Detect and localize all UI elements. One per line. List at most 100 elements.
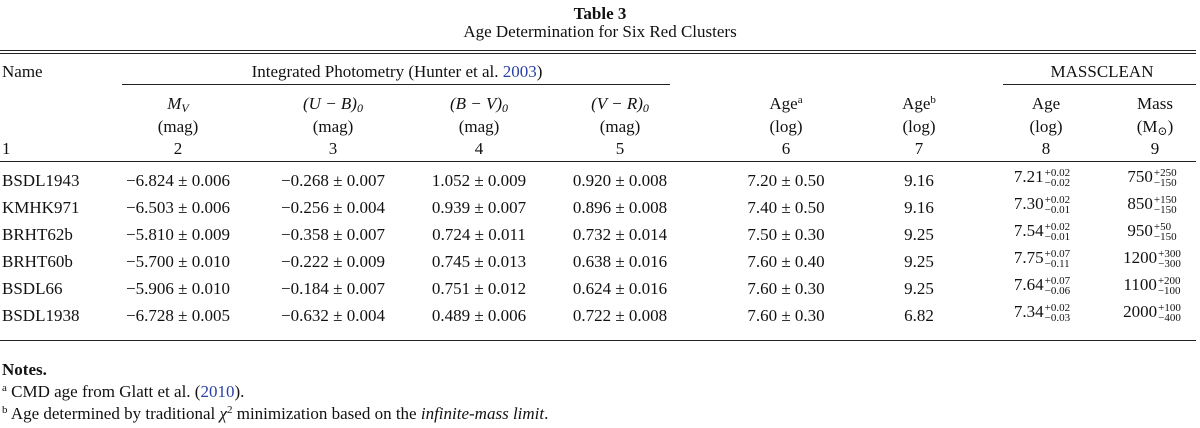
mass-value-lower-error: −150 (1153, 177, 1177, 190)
mass-value: 750 +250 −150 (1127, 167, 1177, 190)
col6-header: Agea (769, 94, 803, 113)
ub-value: −0.184 ± 0.007 (281, 279, 385, 298)
age8-value-upper-error: +0.07 (1044, 275, 1071, 288)
col2-header: MV (167, 94, 189, 115)
ub-value: −0.222 ± 0.009 (281, 252, 385, 271)
col3-num: 3 (328, 139, 338, 158)
note-a: a CMD age from Glatt et al. (2010). (2, 382, 245, 401)
hunter-citation-link[interactable]: 2003 (502, 62, 537, 81)
mv-value: −5.906 ± 0.010 (126, 279, 230, 298)
bv-value: 0.939 ± 0.007 (431, 198, 527, 217)
bv-value: 1.052 ± 0.009 (431, 171, 527, 190)
mass-value: 950 +50 −150 (1127, 221, 1177, 244)
bv-value: 0.724 ± 0.011 (432, 225, 526, 244)
col9-unit: (M⊙) (1136, 117, 1174, 138)
age-b-value: 9.16 (904, 171, 934, 190)
bv-value: 0.745 ± 0.013 (431, 252, 527, 271)
age8-value: 7.54 +0.02 −0.01 (1013, 221, 1070, 243)
age8-value-central: 7.54 (1013, 221, 1044, 240)
col7-unit: (log) (902, 117, 936, 136)
col5-unit: (mag) (599, 117, 641, 136)
mass-value: 1100 +200 −100 (1123, 275, 1181, 298)
col8-unit: (log) (1029, 117, 1063, 136)
vr-value: 0.896 ± 0.008 (572, 198, 668, 217)
col4-unit: (mag) (458, 117, 500, 136)
underline-massclean (1003, 84, 1196, 85)
group-header-photometry: Integrated Photometry (Hunter et al. 200… (252, 62, 543, 82)
vr-value: 0.920 ± 0.008 (572, 171, 668, 190)
ub-value: −0.632 ± 0.004 (281, 306, 385, 325)
cluster-name: BRHT60b (2, 252, 73, 271)
glatt-citation-link[interactable]: 2010 (200, 382, 235, 401)
bv-value: 0.489 ± 0.006 (431, 306, 527, 325)
cluster-name: BSDL66 (2, 279, 63, 298)
age8-value-lower-error: −0.02 (1044, 177, 1071, 190)
cluster-name: KMHK971 (2, 198, 80, 217)
note-b: b Age determined by traditional χ2 minim… (2, 404, 549, 423)
col8-header: Age (1031, 94, 1061, 113)
col3-header: (U − B)0 (303, 94, 363, 115)
mass-value-lower-error: −100 (1157, 285, 1181, 298)
mv-value: −5.810 ± 0.009 (126, 225, 230, 244)
mass-value-central: 1200 (1123, 248, 1158, 267)
mass-value-upper-error: +200 (1157, 275, 1181, 288)
age-a-value: 7.50 ± 0.30 (747, 225, 825, 244)
col3-unit: (mag) (312, 117, 354, 136)
col2-unit: (mag) (157, 117, 199, 136)
age8-value-central: 7.30 (1013, 194, 1044, 213)
mass-value-lower-error: −150 (1153, 204, 1177, 217)
col4-num: 4 (474, 139, 484, 158)
age8-value-lower-error: −0.03 (1044, 312, 1071, 325)
vr-value: 0.624 ± 0.016 (572, 279, 668, 298)
mass-value-lower-error: −150 (1153, 231, 1177, 244)
mass-value-upper-error: +250 (1153, 167, 1177, 180)
age8-value-lower-error: −0.11 (1044, 258, 1070, 271)
age-b-value: 6.82 (904, 306, 934, 325)
age-b-value: 9.25 (904, 225, 934, 244)
ub-value: −0.358 ± 0.007 (281, 225, 385, 244)
col4-header: (B − V)0 (449, 94, 509, 115)
mass-value-upper-error: +50 (1153, 221, 1172, 234)
mass-value: 1200 +300 −300 (1123, 248, 1181, 271)
mass-value-upper-error: +150 (1153, 194, 1177, 207)
age-b-value: 9.16 (904, 198, 934, 217)
mass-value-central: 850 (1127, 194, 1153, 213)
mv-value: −5.700 ± 0.010 (126, 252, 230, 271)
age-a-value: 7.60 ± 0.30 (747, 279, 825, 298)
mass-value: 850 +150 −150 (1127, 194, 1177, 217)
age-b-value: 9.25 (904, 252, 934, 271)
col8-num: 8 (1041, 139, 1051, 158)
age8-value-upper-error: +0.02 (1044, 167, 1071, 180)
age8-value-upper-error: +0.02 (1044, 194, 1071, 207)
col-name-header: Name (2, 62, 43, 81)
bv-value: 0.751 ± 0.012 (431, 279, 527, 298)
bottom-rule (0, 340, 1196, 341)
col5-num: 5 (615, 139, 625, 158)
age8-value-central: 7.75 (1013, 248, 1044, 267)
age8-value-central: 7.64 (1013, 275, 1044, 294)
top-double-rule (0, 50, 1196, 54)
age8-value-upper-error: +0.07 (1044, 248, 1071, 261)
col2-num: 2 (173, 139, 183, 158)
table-subtitle: Age Determination for Six Red Clusters (463, 22, 737, 41)
group-header-photometry-suffix: ) (536, 62, 543, 81)
mass-value-lower-error: −400 (1158, 312, 1181, 325)
age-a-value: 7.60 ± 0.40 (747, 252, 825, 271)
ub-value: −0.256 ± 0.004 (281, 198, 385, 217)
header-rule (0, 161, 1196, 162)
mv-value: −6.728 ± 0.005 (126, 306, 230, 325)
age8-value-lower-error: −0.06 (1044, 285, 1071, 298)
mass-value-central: 750 (1127, 167, 1153, 186)
age8-value: 7.34 +0.02 −0.03 (1013, 302, 1071, 325)
col6-unit: (log) (769, 117, 803, 136)
age8-value-central: 7.34 (1013, 302, 1044, 321)
mass-value-lower-error: −300 (1158, 258, 1181, 271)
age-a-value: 7.60 ± 0.30 (747, 306, 825, 325)
group-header-massclean: MASSCLEAN (1050, 62, 1154, 81)
cluster-name: BSDL1943 (2, 171, 80, 190)
age8-value: 7.64 +0.07 −0.06 (1013, 275, 1071, 298)
group-header-photometry-prefix: Integrated Photometry (Hunter et al. (251, 62, 503, 81)
age8-value: 7.30 +0.02 −0.01 (1013, 194, 1071, 216)
notes-heading: Notes. (2, 360, 47, 379)
col7-num: 7 (914, 139, 924, 158)
